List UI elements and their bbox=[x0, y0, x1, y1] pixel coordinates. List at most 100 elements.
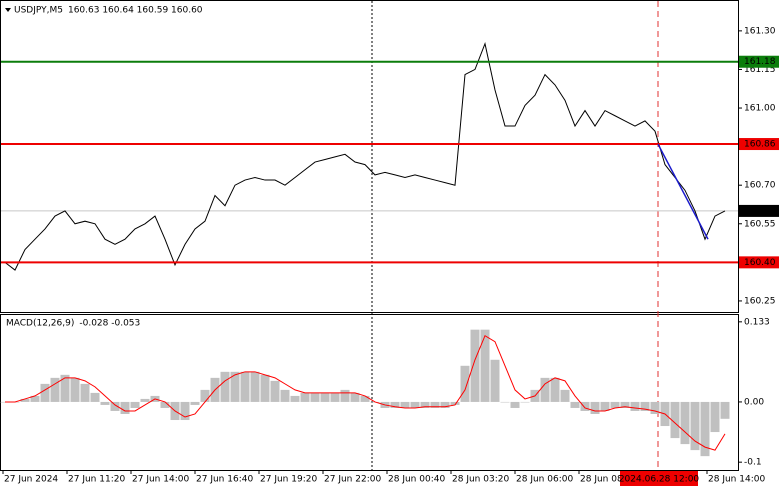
histogram-bar bbox=[640, 401, 650, 411]
level-box bbox=[739, 55, 779, 68]
histogram-bar bbox=[500, 401, 510, 403]
histogram-bar bbox=[20, 398, 30, 402]
panel-title: MACD(12,26,9) bbox=[6, 319, 74, 329]
histogram-bar bbox=[570, 401, 580, 408]
price-line bbox=[4, 41, 726, 271]
histogram-bar bbox=[110, 401, 120, 411]
y-tick-label: 161.00 bbox=[744, 104, 776, 114]
histogram-bar bbox=[310, 392, 320, 402]
histogram-bar bbox=[60, 374, 70, 402]
cursor-label: 2024.06.28 12:00 bbox=[619, 475, 700, 485]
histogram-bar bbox=[160, 401, 170, 408]
histogram-bar bbox=[30, 395, 40, 402]
histogram-bar bbox=[590, 401, 600, 414]
histogram-bar bbox=[620, 401, 630, 408]
histogram-bar bbox=[90, 392, 100, 402]
x-tick-label: 27 Jun 16:40 bbox=[196, 475, 253, 485]
histogram-bar bbox=[250, 371, 260, 402]
level-box bbox=[739, 138, 779, 151]
y-tick-label: 161.30 bbox=[744, 26, 776, 36]
histogram-bar bbox=[410, 401, 420, 408]
panel-title: USDJPY,M5 bbox=[14, 6, 63, 16]
x-tick-label: 28 Jun 00:40 bbox=[388, 475, 445, 485]
y-tick-label: 0.133 bbox=[744, 317, 770, 327]
y-tick-label: 0.00 bbox=[744, 397, 764, 407]
histogram-bar bbox=[550, 377, 560, 402]
histogram-bar bbox=[360, 395, 370, 402]
histogram-bar bbox=[700, 401, 710, 457]
histogram-bar bbox=[340, 389, 350, 402]
histogram-bar bbox=[720, 401, 730, 419]
x-tick-label: 28 Jun 06:00 bbox=[516, 475, 573, 485]
histogram-bar bbox=[630, 401, 640, 411]
main-panel bbox=[0, 0, 739, 313]
panel-values: -0.028 -0.053 bbox=[79, 319, 140, 329]
histogram-bar bbox=[520, 401, 530, 403]
panel-values: 160.63 160.64 160.59 160.60 bbox=[68, 6, 203, 16]
histogram-bar bbox=[480, 329, 490, 402]
x-tick-label: 28 Jun 03:20 bbox=[452, 475, 509, 485]
x-tick-label: 27 Jun 22:00 bbox=[324, 475, 381, 485]
histogram-bar bbox=[220, 371, 230, 402]
histogram-bar bbox=[650, 401, 660, 414]
y-tick-label: 160.55 bbox=[744, 219, 776, 229]
macd-panel bbox=[0, 314, 739, 471]
histogram-bar bbox=[120, 401, 130, 414]
histogram-bar bbox=[260, 374, 270, 402]
histogram-bar bbox=[240, 371, 250, 402]
x-tick-label: 27 Jun 11:20 bbox=[68, 475, 125, 485]
histogram-bar bbox=[280, 389, 290, 402]
histogram-bar bbox=[320, 392, 330, 402]
histogram-bar bbox=[100, 401, 110, 405]
level-label: 161.18 bbox=[744, 57, 776, 67]
x-tick-label: 28 Jun 14:00 bbox=[708, 475, 765, 485]
histogram-bar bbox=[420, 401, 430, 408]
histogram-bar bbox=[50, 377, 60, 402]
histogram-bar bbox=[600, 401, 610, 411]
y-tick-label: 160.70 bbox=[744, 181, 776, 191]
histogram-bar bbox=[190, 401, 200, 405]
histogram-bar bbox=[40, 383, 50, 402]
histogram-bar bbox=[710, 401, 720, 433]
signal-line bbox=[5, 334, 726, 451]
histogram-bar bbox=[400, 401, 410, 408]
histogram-bar bbox=[510, 401, 520, 408]
histogram-bar bbox=[300, 392, 310, 402]
histogram-bar bbox=[350, 392, 360, 402]
histogram-bar bbox=[560, 389, 570, 402]
histogram-bar bbox=[80, 383, 90, 402]
histogram-bar bbox=[330, 392, 340, 402]
bid-label: 160.60 bbox=[744, 206, 776, 216]
level-label: 160.86 bbox=[744, 140, 776, 150]
y-tick-label: 161.15 bbox=[744, 65, 776, 75]
histogram-bar bbox=[290, 395, 300, 402]
histogram-bar bbox=[450, 401, 460, 405]
histogram-bar bbox=[440, 401, 450, 408]
x-tick-label: 27 Jun 19:20 bbox=[260, 475, 317, 485]
histogram-bar bbox=[270, 380, 280, 402]
histogram-bar bbox=[670, 401, 680, 439]
header-arrow bbox=[5, 8, 11, 12]
histogram-bar bbox=[460, 365, 470, 402]
histogram-bar bbox=[430, 401, 440, 408]
histogram-bar bbox=[540, 377, 550, 402]
y-tick-label: -0.1 bbox=[744, 458, 762, 468]
histogram-bar bbox=[390, 401, 400, 408]
histogram-bar bbox=[180, 401, 190, 421]
histogram-bar bbox=[490, 359, 500, 402]
histogram-bar bbox=[130, 401, 140, 408]
bid-box bbox=[739, 204, 779, 217]
histogram-bar bbox=[680, 401, 690, 445]
histogram-bar bbox=[580, 401, 590, 411]
histogram-bar bbox=[200, 389, 210, 402]
level-box bbox=[739, 256, 779, 269]
trend-line bbox=[657, 143, 709, 240]
histogram-bar bbox=[230, 371, 240, 402]
cursor-box bbox=[620, 471, 698, 486]
histogram-bar bbox=[470, 329, 480, 402]
level-label: 160.40 bbox=[744, 258, 776, 268]
histogram-bar bbox=[610, 401, 620, 408]
histogram-bar bbox=[690, 401, 700, 451]
histogram-bar bbox=[70, 377, 80, 402]
